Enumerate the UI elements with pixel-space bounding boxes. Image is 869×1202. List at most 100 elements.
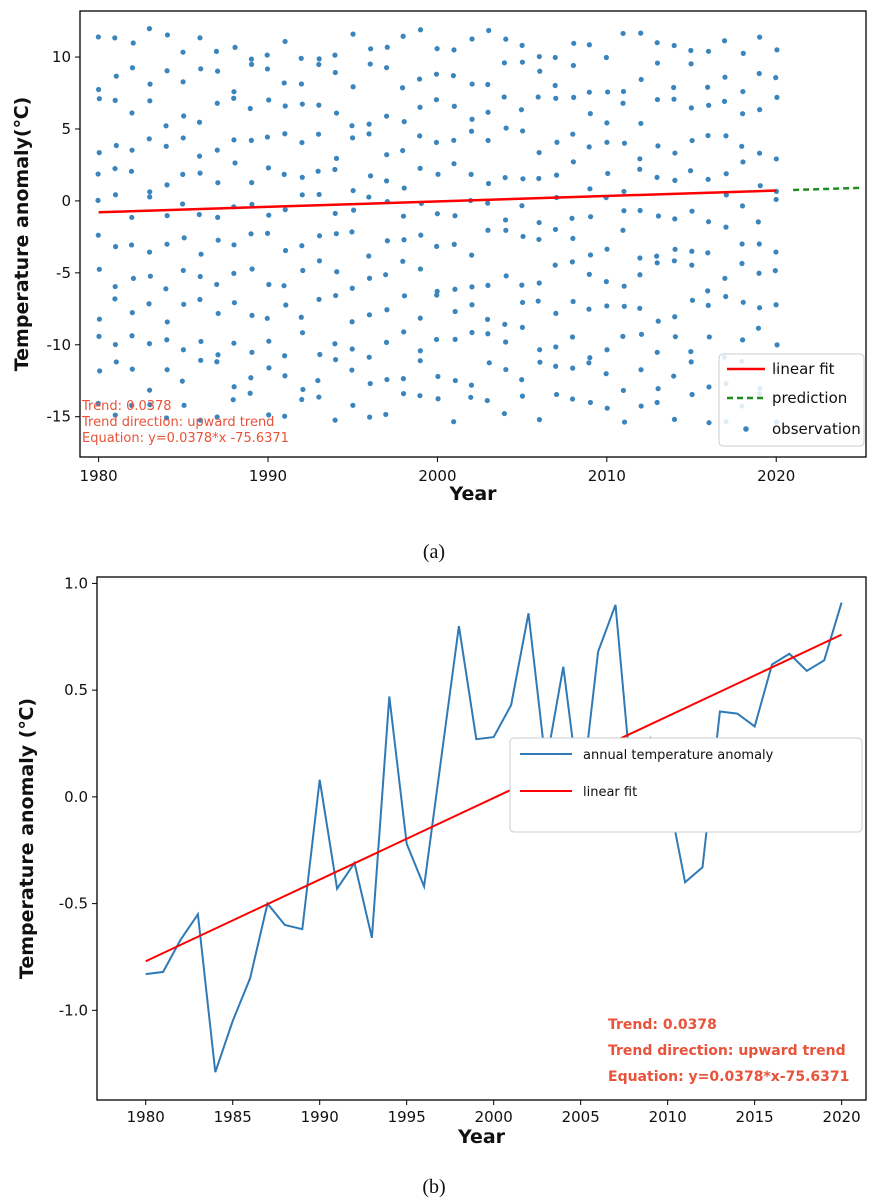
- observation-point: [621, 419, 628, 425]
- observation-point: [705, 219, 712, 225]
- observation-point: [400, 376, 407, 382]
- observation-point: [299, 174, 305, 180]
- observation-point: [400, 258, 406, 264]
- observation-point: [671, 84, 677, 91]
- observation-point: [249, 180, 255, 186]
- observation-point: [552, 54, 558, 61]
- observation-point: [654, 260, 660, 266]
- observation-point: [571, 40, 577, 46]
- y-tick-label: -15: [47, 408, 72, 426]
- observation-point: [450, 73, 457, 79]
- observation-point: [519, 59, 526, 65]
- observation-point: [503, 227, 509, 233]
- observation-point: [231, 384, 237, 390]
- observation-point: [638, 331, 645, 337]
- observation-point: [740, 111, 746, 117]
- observation-point: [485, 282, 491, 288]
- observation-point: [298, 81, 305, 87]
- observation-point: [553, 363, 559, 369]
- observation-point: [688, 348, 694, 355]
- annual-anomaly-line: [145, 602, 843, 1073]
- observation-point: [485, 81, 491, 88]
- observation-point: [214, 281, 220, 288]
- observation-point: [620, 30, 626, 37]
- observation-point: [721, 98, 728, 104]
- observation-point: [266, 212, 272, 218]
- observation-point: [401, 119, 407, 125]
- observation-point: [774, 47, 780, 53]
- observation-point: [366, 131, 372, 137]
- observation-point: [147, 98, 153, 104]
- observation-point: [96, 266, 102, 272]
- observation-point: [519, 393, 526, 399]
- observation-point: [586, 89, 592, 95]
- observation-point: [112, 165, 118, 172]
- y-tick-label: 1.0: [64, 574, 88, 592]
- observation-point: [569, 259, 575, 265]
- observation-point: [146, 341, 153, 347]
- observation-point: [536, 417, 543, 423]
- observation-point: [128, 242, 135, 248]
- observation-point: [603, 54, 609, 61]
- observation-point: [416, 76, 423, 82]
- panel-b-marks: [145, 602, 843, 1073]
- observation-point: [621, 283, 627, 289]
- observation-point: [368, 46, 374, 52]
- observation-point: [722, 275, 728, 281]
- observation-point: [435, 171, 441, 177]
- legend-a-prediction-label: prediction: [772, 389, 847, 407]
- observation-point: [756, 70, 762, 77]
- observation-point: [333, 155, 340, 161]
- observation-point: [553, 310, 559, 316]
- observation-point: [299, 101, 305, 107]
- observation-point: [519, 42, 525, 48]
- observation-point: [433, 97, 440, 103]
- x-tick-label: 1990: [249, 467, 287, 485]
- observation-point: [164, 367, 170, 373]
- panel-a-equation-annotation: Equation: y=0.0378*x -75.6371: [82, 431, 289, 446]
- observation-point: [569, 334, 576, 340]
- observation-point: [569, 215, 575, 221]
- observation-point: [300, 386, 306, 393]
- legend-a-observation-label: observation: [772, 420, 861, 438]
- observation-point: [367, 380, 373, 387]
- observation-point: [316, 56, 322, 62]
- observation-point: [672, 177, 678, 183]
- observation-point: [671, 373, 677, 379]
- observation-point: [281, 171, 287, 177]
- observation-point: [112, 296, 118, 302]
- observation-point: [757, 34, 763, 40]
- observation-point: [587, 186, 593, 192]
- prediction-line: [793, 186, 861, 192]
- observation-point: [586, 271, 592, 277]
- observation-point: [519, 377, 525, 383]
- observation-point: [519, 324, 525, 331]
- observation-point: [179, 201, 186, 207]
- observation-point: [688, 61, 694, 67]
- panel-b-frame: [96, 576, 867, 1101]
- observation-point: [417, 266, 424, 272]
- observation-point: [349, 123, 355, 129]
- x-tick-label: 1985: [214, 1108, 252, 1126]
- panel-b-trend-direction-annotation: Trend direction: upward trend: [608, 1043, 846, 1059]
- observation-point: [570, 365, 576, 371]
- observation-point: [266, 338, 272, 344]
- observation-point: [654, 60, 661, 66]
- observation-point: [349, 285, 355, 291]
- observation-point: [552, 226, 559, 233]
- observation-point: [740, 299, 746, 305]
- observation-point: [147, 194, 153, 200]
- observation-point: [400, 33, 406, 39]
- observation-point: [383, 178, 390, 184]
- observation-point: [520, 128, 526, 134]
- observation-point: [400, 147, 406, 154]
- observation-point: [333, 231, 339, 237]
- observation-point: [672, 334, 678, 340]
- observation-point: [300, 267, 306, 274]
- observation-point: [688, 105, 694, 111]
- observation-point: [215, 310, 221, 317]
- observation-point: [485, 227, 491, 233]
- y-tick-label: -0.5: [59, 895, 88, 913]
- observation-point: [587, 110, 593, 117]
- observation-point: [705, 48, 712, 54]
